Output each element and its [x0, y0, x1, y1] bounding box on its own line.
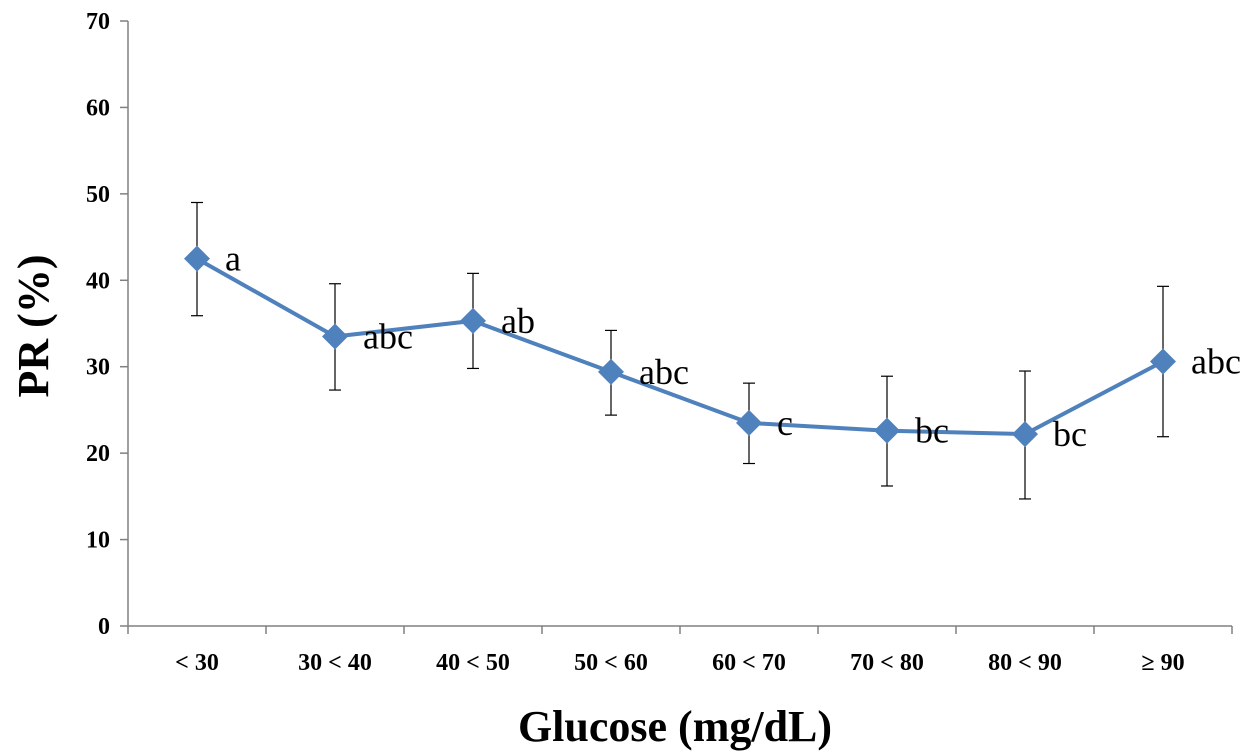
x-tick-label: 80 < 90	[988, 650, 1062, 676]
y-tick-label: 40	[86, 268, 110, 294]
data-label: c	[777, 403, 793, 443]
data-point	[184, 245, 210, 272]
x-tick-label: 70 < 80	[850, 650, 924, 676]
x-ticks: < 30 30 < 40 40 < 50 50 < 60 60 < 70 70 < 80 8…	[127, 626, 1233, 676]
data-markers	[184, 245, 1176, 448]
series-line	[196, 256, 1164, 437]
data-point	[874, 417, 900, 444]
data-label: abc	[639, 352, 689, 392]
x-tick-label: 30 < 40	[298, 650, 372, 676]
y-tick-label: 20	[86, 441, 110, 467]
y-axis-title: PR (%)	[9, 255, 58, 398]
x-tick-label: 50 < 60	[574, 650, 648, 676]
y-tick-label: 10	[86, 528, 110, 554]
x-axis-title: Glucose (mg/dL)	[518, 702, 832, 751]
x-tick-label: 40 < 50	[436, 650, 510, 676]
data-labels: a abc ab abc c bc bc abc	[225, 239, 1241, 454]
data-label: bc	[915, 411, 949, 451]
data-label: abc	[1191, 342, 1241, 382]
data-label: bc	[1053, 414, 1087, 454]
y-ticks: 0 10 20 30 40 50 60 70	[86, 9, 128, 640]
data-point	[736, 409, 762, 436]
x-tick-label: ≥ 90	[1141, 650, 1184, 676]
data-point	[322, 323, 348, 350]
axes	[127, 21, 1232, 627]
data-label: abc	[363, 316, 413, 356]
data-point	[1012, 421, 1038, 448]
y-tick-label: 0	[98, 614, 110, 640]
data-label: a	[225, 239, 241, 279]
y-tick-label: 30	[86, 355, 110, 381]
x-tick-label: < 30	[175, 650, 219, 676]
data-point	[598, 358, 624, 385]
data-point	[460, 307, 486, 334]
y-tick-label: 50	[86, 182, 110, 208]
x-tick-label: 60 < 70	[712, 650, 786, 676]
y-tick-label: 60	[86, 95, 110, 121]
data-point	[1150, 348, 1176, 375]
error-bars	[191, 201, 1169, 500]
data-label: ab	[501, 301, 535, 341]
y-tick-label: 70	[86, 9, 110, 35]
